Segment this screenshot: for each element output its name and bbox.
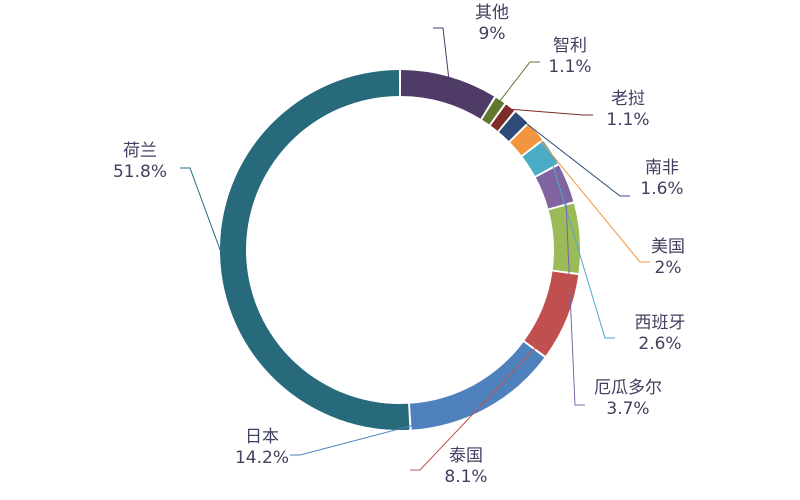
slice-labels: 其他9%智利1.1%老挝1.1%南非1.6%美国2%西班牙2.6%厄瓜多尔3.7… — [113, 3, 686, 487]
slice-3 — [498, 112, 528, 142]
slice-0 — [400, 70, 495, 119]
slice-name-8: 泰国 — [449, 446, 483, 466]
leader-line-2 — [508, 108, 593, 116]
slice-value-0: 9% — [479, 24, 506, 44]
leader-line-10 — [180, 167, 223, 256]
leader-line-9 — [290, 405, 486, 456]
slice-8 — [524, 271, 579, 356]
slice-name-9: 日本 — [245, 427, 279, 447]
slice-value-2: 1.1% — [606, 110, 649, 130]
slice-name-4: 美国 — [651, 237, 685, 257]
slice-value-6: 3.7% — [606, 399, 649, 419]
slice-value-8: 8.1% — [444, 467, 487, 487]
slice-4 — [510, 124, 542, 156]
leader-line-8 — [410, 316, 566, 471]
leader-line-1 — [498, 61, 540, 103]
leader-lines — [180, 27, 650, 471]
slice-9 — [409, 342, 545, 430]
slice-7 — [548, 203, 580, 274]
leader-line-0 — [433, 27, 450, 79]
slice-value-3: 1.6% — [640, 179, 683, 199]
slice-name-1: 智利 — [553, 36, 587, 56]
slice-name-0: 其他 — [475, 3, 509, 23]
slice-name-10: 荷兰 — [123, 141, 157, 161]
slice-1 — [482, 97, 505, 125]
slice-value-5: 2.6% — [638, 334, 681, 354]
leader-line-5 — [548, 152, 615, 339]
slice-10 — [219, 70, 410, 431]
leader-line-3 — [519, 118, 630, 197]
leader-line-4 — [533, 132, 650, 263]
slice-name-3: 南非 — [645, 158, 679, 178]
slice-value-1: 1.1% — [548, 57, 591, 77]
slice-value-4: 2% — [655, 258, 682, 278]
slice-name-5: 西班牙 — [635, 313, 686, 333]
slice-6 — [535, 165, 574, 209]
leader-line-6 — [564, 183, 585, 406]
slice-value-10: 51.8% — [113, 162, 167, 182]
slice-value-9: 14.2% — [235, 448, 289, 468]
donut-slices — [219, 70, 580, 431]
slice-name-2: 老挝 — [611, 89, 645, 109]
slice-2 — [490, 104, 515, 131]
slice-name-6: 厄瓜多尔 — [594, 378, 662, 398]
slice-5 — [522, 141, 558, 176]
